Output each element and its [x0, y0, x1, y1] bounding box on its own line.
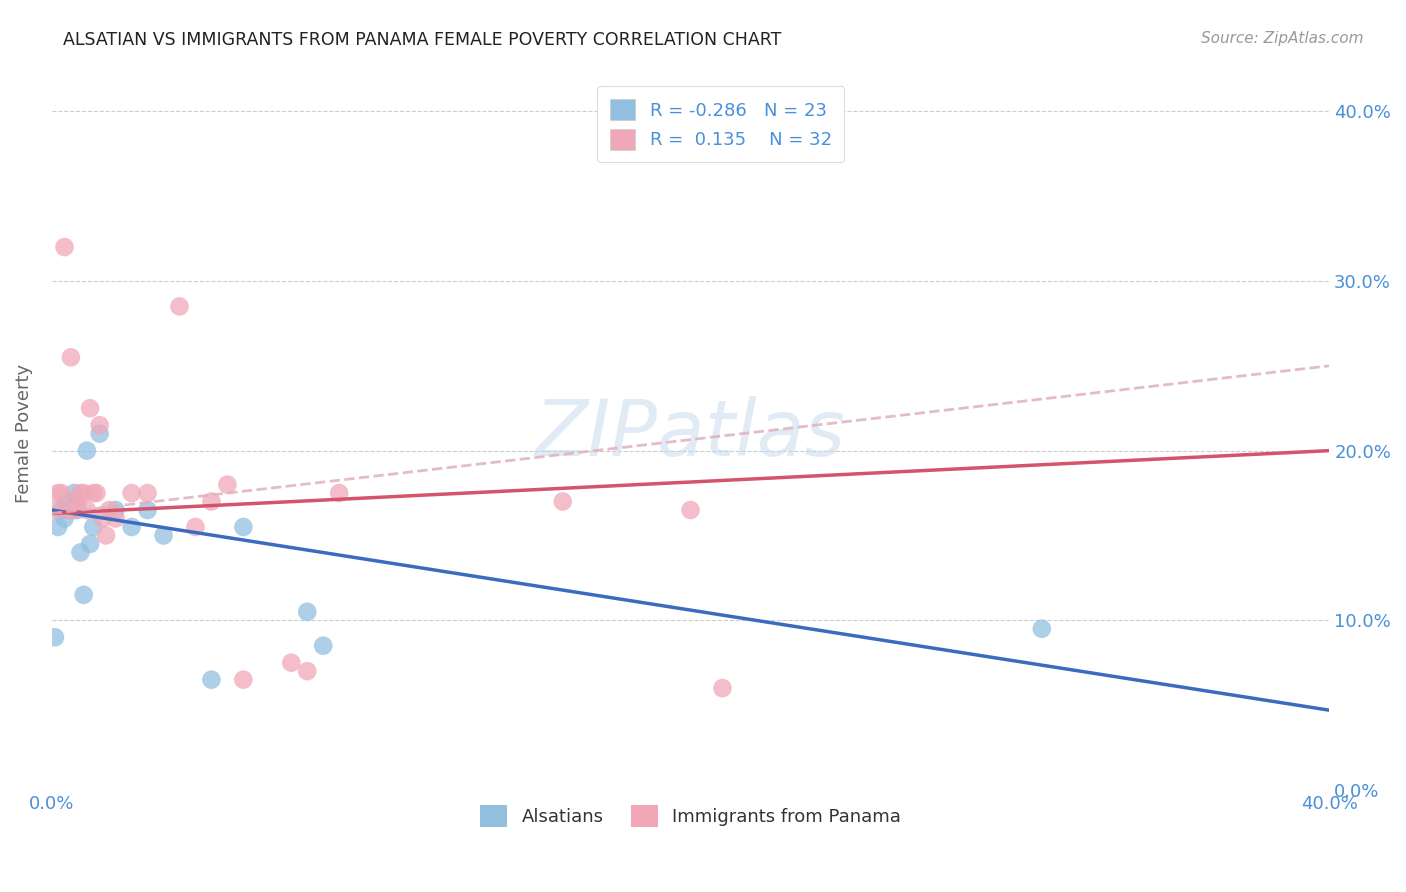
Point — [63, 503, 86, 517]
Point — [82, 486, 104, 500]
Point — [217, 477, 239, 491]
Point — [53, 511, 76, 525]
Point — [89, 426, 111, 441]
Point — [66, 494, 89, 508]
Point — [51, 486, 73, 500]
Point — [232, 673, 254, 687]
Point — [98, 503, 121, 517]
Point — [91, 511, 114, 525]
Legend: Alsatians, Immigrants from Panama: Alsatians, Immigrants from Panama — [472, 797, 908, 834]
Point — [184, 520, 207, 534]
Point — [312, 639, 335, 653]
Point — [104, 511, 127, 525]
Point — [169, 300, 191, 314]
Point — [44, 503, 66, 517]
Point — [280, 656, 302, 670]
Point — [82, 520, 104, 534]
Point — [104, 503, 127, 517]
Point — [89, 418, 111, 433]
Point — [79, 537, 101, 551]
Point — [711, 681, 734, 695]
Point — [51, 503, 73, 517]
Point — [63, 486, 86, 500]
Point — [59, 351, 82, 365]
Y-axis label: Female Poverty: Female Poverty — [15, 364, 32, 503]
Text: ZIPatlas: ZIPatlas — [536, 396, 846, 472]
Point — [69, 486, 91, 500]
Point — [73, 588, 96, 602]
Point — [121, 486, 143, 500]
Text: Source: ZipAtlas.com: Source: ZipAtlas.com — [1201, 31, 1364, 46]
Point — [200, 673, 222, 687]
Point — [152, 528, 174, 542]
Point — [679, 503, 702, 517]
Point — [56, 494, 79, 508]
Point — [66, 503, 89, 517]
Text: ALSATIAN VS IMMIGRANTS FROM PANAMA FEMALE POVERTY CORRELATION CHART: ALSATIAN VS IMMIGRANTS FROM PANAMA FEMAL… — [63, 31, 782, 49]
Point — [76, 503, 98, 517]
Point — [551, 494, 574, 508]
Point — [297, 605, 319, 619]
Point — [297, 664, 319, 678]
Point — [59, 503, 82, 517]
Point — [1031, 622, 1053, 636]
Point — [79, 401, 101, 416]
Point — [73, 486, 96, 500]
Point — [136, 503, 159, 517]
Point — [46, 520, 69, 534]
Point — [200, 494, 222, 508]
Point — [328, 486, 350, 500]
Point — [121, 520, 143, 534]
Point — [69, 545, 91, 559]
Point — [232, 520, 254, 534]
Point — [136, 486, 159, 500]
Point — [76, 443, 98, 458]
Point — [44, 630, 66, 644]
Point — [46, 486, 69, 500]
Point — [53, 240, 76, 254]
Point — [86, 486, 108, 500]
Point — [94, 528, 117, 542]
Point — [56, 503, 79, 517]
